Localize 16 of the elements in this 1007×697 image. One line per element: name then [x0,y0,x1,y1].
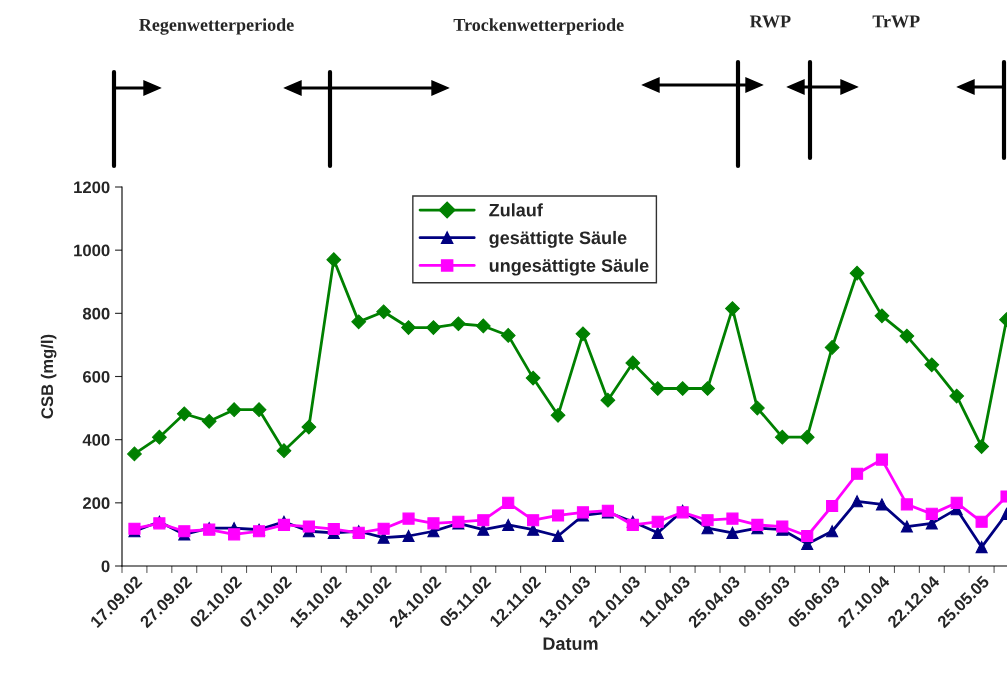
y-tick-label: 1000 [74,244,110,257]
legend-label: Zulauf [489,203,543,217]
y-tick-label: 200 [82,497,110,510]
y-tick-label: 400 [82,434,110,446]
y-axis-title: CSB (mg/l) [40,334,57,419]
legend-label: gesättigte Säule [489,230,627,248]
y-tick-label: 600 [83,370,110,383]
text: Trockenwetterperiode [453,18,624,35]
text: TrWP [872,15,920,28]
y-tick-label: 1200 [74,181,110,194]
x-axis-title: Datum [543,637,598,651]
y-tick-label: 800 [82,307,110,320]
legend-label: ungesättigte Säule [489,258,649,276]
text: Regenwetterperiode [139,18,294,35]
text: RWP [749,15,791,28]
y-tick-label: 0 [101,560,110,573]
